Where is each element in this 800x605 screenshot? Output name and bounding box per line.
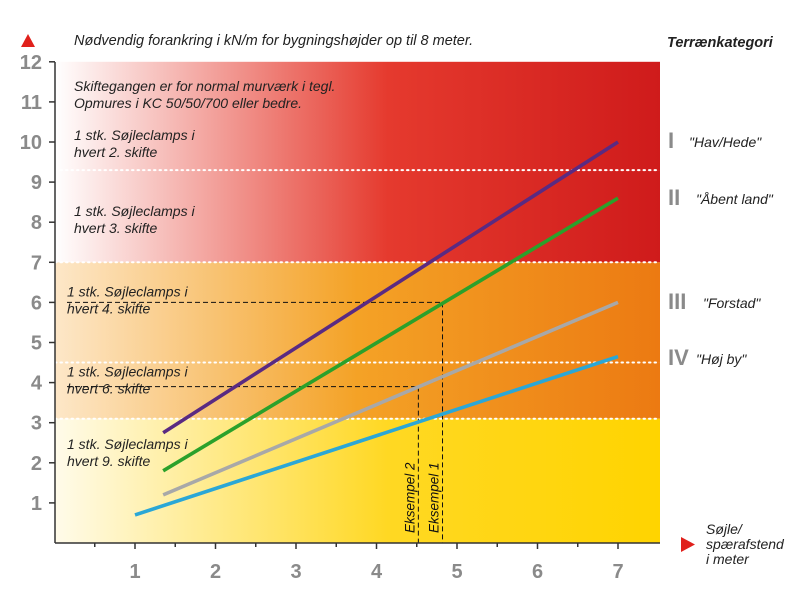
x-ticks: 1 2 3 4 5 6 7 xyxy=(94,543,624,583)
x-tick-label: 2 xyxy=(210,561,221,583)
series-line xyxy=(162,196,619,473)
x-tick-label: 6 xyxy=(532,561,543,583)
legend-roman-numeral: III xyxy=(668,289,686,314)
x-tick-label: 5 xyxy=(451,561,462,583)
chart-title-text: Nødvendig forankring i kN/m for bygnings… xyxy=(74,33,473,49)
example-guides: Eksempel 1 Eksempel 2 xyxy=(67,301,444,543)
zone-band xyxy=(55,418,660,543)
chart-title: Nødvendig forankring i kN/m for bygnings… xyxy=(21,33,473,49)
x-tick-label: 1 xyxy=(129,561,140,583)
zone-label: 1 stk. Søjleclamps i xyxy=(67,364,188,380)
y-tick-label: 10 xyxy=(20,132,42,154)
x-axis-title-line: Søjle/ xyxy=(706,521,744,537)
legend-category-label: "Hav/Hede" xyxy=(689,134,762,150)
triangle-up-icon xyxy=(21,34,35,47)
legend-title: Terrænkategori xyxy=(667,35,774,51)
zone-label: hvert 4. skifte xyxy=(67,300,150,316)
legend-roman-numeral: II xyxy=(668,185,680,210)
x-axis-title-line: spærafstend xyxy=(706,536,785,552)
zone-label: 1 stk. Søjleclamps i xyxy=(67,436,188,452)
zone-band xyxy=(55,262,660,363)
example-label: Eksempel 2 xyxy=(402,462,417,533)
zone-label: hvert 6. skifte xyxy=(67,381,150,397)
x-tick-label: 3 xyxy=(290,561,301,583)
y-tick-label: 2 xyxy=(31,453,42,475)
usage-note: Skiftegangen er for normal murværk i teg… xyxy=(74,78,335,111)
zone-label: hvert 2. skifte xyxy=(74,144,157,160)
legend-roman-numeral: I xyxy=(668,128,674,153)
y-tick-label: 6 xyxy=(31,292,42,314)
y-tick-label: 12 xyxy=(20,52,42,74)
zone-band xyxy=(55,170,660,263)
zone-band xyxy=(55,362,660,419)
series-line xyxy=(162,300,619,497)
zone-label: 1 stk. Søjleclamps i xyxy=(67,283,188,299)
y-tick-label: 8 xyxy=(31,212,42,234)
zone-label: 1 stk. Søjleclamps i xyxy=(74,127,195,143)
usage-note-line: Opmures i KC 50/50/700 eller bedre. xyxy=(74,95,302,111)
example-label: Eksempel 1 xyxy=(427,462,442,533)
zone-label: 1 stk. Søjleclamps i xyxy=(74,203,195,219)
usage-note-line: Skiftegangen er for normal murværk i teg… xyxy=(74,78,335,94)
zone-label: hvert 9. skifte xyxy=(67,453,150,469)
background-zones xyxy=(54,61,661,543)
zone-label: hvert 3. skifte xyxy=(74,220,157,236)
legend-category-label: "Høj by" xyxy=(696,351,747,367)
legend: I "Hav/Hede" II "Åbent land" III "Forstad" IV "… xyxy=(668,128,774,370)
series-line xyxy=(162,140,619,435)
legend-roman-numeral: IV xyxy=(668,345,689,370)
triangle-right-icon xyxy=(681,537,695,552)
series-lines xyxy=(134,140,619,517)
x-tick-label: 7 xyxy=(612,561,623,583)
x-axis-title: Søjle/ spærafstend i meter xyxy=(681,521,785,567)
y-tick-label: 3 xyxy=(31,413,42,435)
legend-category-label: "Forstad" xyxy=(703,295,761,311)
y-tick-label: 9 xyxy=(31,172,42,194)
y-tick-label: 11 xyxy=(21,92,42,114)
y-tick-label: 1 xyxy=(31,493,42,515)
x-tick-label: 4 xyxy=(371,561,383,583)
y-tick-label: 5 xyxy=(31,333,42,355)
y-tick-label: 4 xyxy=(31,373,43,395)
y-tick-label: 7 xyxy=(31,252,42,274)
series-line xyxy=(134,354,619,517)
legend-category-label: "Åbent land" xyxy=(696,191,774,207)
zone-band xyxy=(55,61,660,171)
x-axis-title-line: i meter xyxy=(706,551,750,567)
